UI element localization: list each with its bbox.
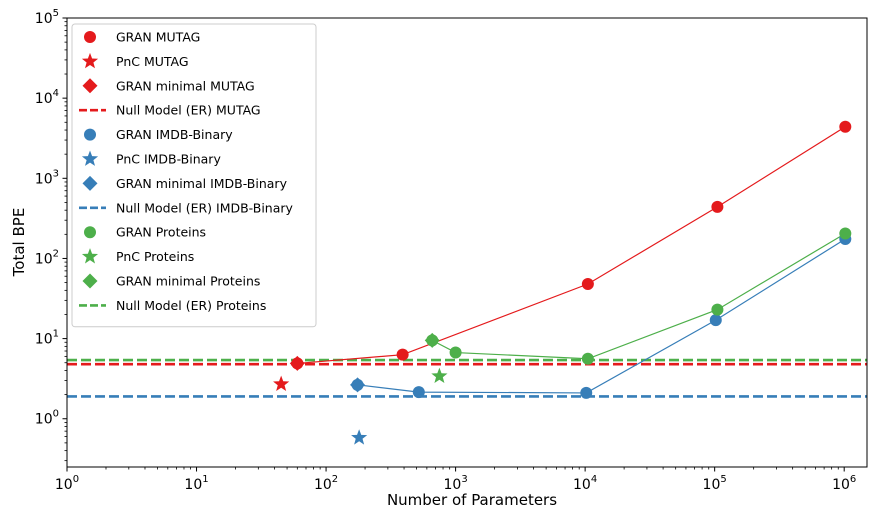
- legend-label: Null Model (ER) MUTAG: [116, 103, 261, 118]
- gran-proteins-line: [431, 232, 846, 360]
- legend-entry: Null Model (ER) IMDB-Binary: [79, 200, 294, 215]
- legend-entry: Null Model (ER) MUTAG: [79, 103, 261, 118]
- legend-label: Null Model (ER) IMDB-Binary: [116, 200, 294, 215]
- gran-proteins-point: [839, 227, 852, 240]
- legend-handle: [81, 150, 99, 166]
- legend-label: GRAN minimal Proteins: [116, 274, 260, 289]
- legend-handle: [82, 273, 98, 289]
- legend-label: GRAN minimal IMDB-Binary: [116, 176, 288, 191]
- pnc-imdb-binary-point: [351, 429, 368, 445]
- gran-proteins-point: [711, 303, 724, 316]
- axes: 100 101 102 103 104 105 106 100 101 102 103 104 105: [35, 8, 868, 493]
- y-tick-label: 101: [35, 329, 59, 348]
- legend: GRAN MUTAG PnC MUTAG GRAN minimal MUTAG Nul…: [71, 23, 317, 328]
- legend-entry: GRAN minimal Proteins: [82, 273, 260, 289]
- x-tick-label: 105: [703, 474, 727, 493]
- legend-label: PnC IMDB-Binary: [116, 152, 221, 167]
- y-axis-label: Total BPE: [10, 208, 28, 278]
- gran-proteins-point: [581, 352, 594, 365]
- gran-minimal-mutag-point: [289, 355, 305, 371]
- gran-mutag-point: [711, 200, 724, 213]
- legend-label: GRAN minimal MUTAG: [116, 78, 255, 93]
- legend-entry: GRAN minimal MUTAG: [82, 78, 255, 94]
- legend-handle: [84, 31, 96, 43]
- legend-label: GRAN Proteins: [116, 225, 206, 240]
- y-tick-label: 103: [35, 168, 59, 187]
- legend-entry: GRAN MUTAG: [84, 30, 200, 45]
- plot-area: [67, 120, 867, 445]
- y-tick-label: 104: [35, 88, 59, 107]
- legend-handle: [81, 248, 99, 264]
- legend-handle: [82, 78, 98, 94]
- legend-entry: PnC MUTAG: [81, 52, 189, 69]
- legend-box: [71, 23, 317, 328]
- gran-imdb-binary-point: [580, 386, 593, 399]
- legend-handle: [84, 226, 96, 239]
- legend-handle: [82, 175, 98, 191]
- gran-mutag-point: [581, 277, 594, 290]
- y-tick-label: 102: [35, 248, 59, 267]
- gran-mutag-line: [297, 126, 846, 365]
- x-axis-label: Number of Parameters: [387, 491, 557, 508]
- x-tick-label: 102: [314, 474, 338, 493]
- gran-minimal-proteins-point: [424, 332, 440, 348]
- gran-imdb-binary-point: [709, 314, 722, 327]
- legend-handle: [84, 128, 96, 141]
- legend-entry: GRAN minimal IMDB-Binary: [82, 175, 288, 191]
- plot-frame: [66, 17, 868, 468]
- x-tick-label: 106: [832, 474, 856, 493]
- legend-entry: PnC IMDB-Binary: [81, 150, 221, 167]
- legend-entry: GRAN Proteins: [84, 225, 206, 240]
- pnc-mutag-point: [273, 375, 290, 392]
- gran-mutag-point: [396, 348, 409, 361]
- gran-mutag-point: [839, 120, 852, 133]
- legend-entry: GRAN IMDB-Binary: [84, 127, 233, 142]
- legend-entry: PnC Proteins: [81, 248, 194, 264]
- x-tick-label: 104: [573, 474, 597, 493]
- plot-marks: [67, 120, 867, 445]
- gran-imdb-binary-line: [357, 238, 846, 394]
- legend-label: PnC MUTAG: [116, 54, 189, 69]
- gran-minimal-imdb-binary-point: [350, 377, 366, 393]
- pnc-proteins-point: [431, 367, 448, 384]
- x-tick-label: 103: [443, 474, 467, 493]
- legend-label: PnC Proteins: [116, 249, 194, 264]
- legend-handle: [81, 52, 99, 69]
- gran-proteins-point: [449, 346, 462, 359]
- y-tick-label: 105: [35, 8, 59, 27]
- y-tick-label: 100: [35, 409, 59, 428]
- legend-label: GRAN IMDB-Binary: [116, 127, 233, 142]
- gran-imdb-binary-point: [412, 386, 425, 399]
- legend-label: GRAN MUTAG: [116, 30, 200, 45]
- x-tick-label: 101: [184, 474, 208, 493]
- legend-label: Null Model (ER) Proteins: [116, 298, 266, 313]
- legend-entry: Null Model (ER) Proteins: [79, 298, 266, 313]
- x-tick-label: 100: [55, 474, 79, 493]
